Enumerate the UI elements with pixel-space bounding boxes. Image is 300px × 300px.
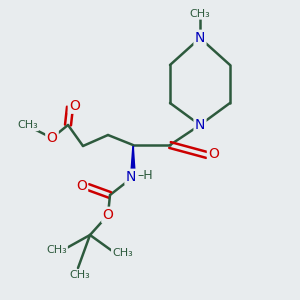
Polygon shape	[130, 145, 135, 177]
Text: CH₃: CH₃	[112, 248, 133, 258]
Text: CH₃: CH₃	[69, 271, 90, 281]
Text: N: N	[195, 31, 205, 45]
Text: O: O	[103, 208, 113, 222]
Text: –H: –H	[138, 169, 153, 182]
Text: O: O	[208, 146, 219, 161]
Text: N: N	[195, 118, 205, 132]
Text: O: O	[69, 98, 80, 112]
Text: N: N	[126, 170, 136, 184]
Text: CH₃: CH₃	[17, 120, 38, 130]
Text: O: O	[76, 178, 87, 193]
Text: CH₃: CH₃	[190, 8, 210, 19]
Text: CH₃: CH₃	[46, 245, 67, 255]
Text: O: O	[46, 131, 57, 145]
